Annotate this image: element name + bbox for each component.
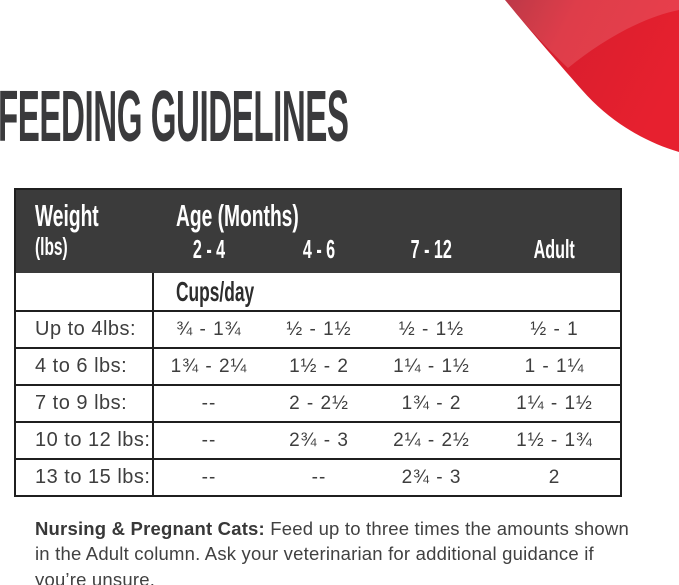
value-cell: -- — [201, 466, 217, 488]
weight-unit-label: (lbs) — [35, 233, 68, 262]
value-cell: -- — [311, 466, 327, 488]
age-column-header-adult: Adult — [533, 234, 576, 265]
table-row: 10 to 12 lbs: -- 2¾ - 3 2¼ - 2½ 1½ - 1¾ — [16, 421, 620, 458]
footnote-text: Feed up to three times the amounts shown… — [35, 518, 629, 585]
weight-cell: 13 to 15 lbs: — [16, 460, 154, 495]
value-cell: 2 - 2½ — [289, 392, 349, 414]
table-row: 13 to 15 lbs: -- -- 2¾ - 3 2 — [16, 458, 620, 495]
value-cell: 1¼ - 1½ — [516, 392, 593, 414]
feeding-table: Weight (lbs) Age (Months) 2 - 4 4 - 6 7 … — [14, 188, 622, 497]
footnote: Nursing & Pregnant Cats: Feed up to thre… — [35, 516, 647, 585]
value-cell: ½ - 1½ — [286, 318, 352, 340]
units-row: Cups/day — [16, 273, 620, 310]
value-cell: 2¾ - 3 — [401, 466, 462, 488]
age-column-header-2-4: 2 - 4 — [192, 234, 226, 265]
value-cell: 1¾ - 2¼ — [170, 355, 248, 377]
value-cell: 1 - 1¼ — [524, 355, 585, 377]
value-cell: 2¾ - 3 — [289, 429, 349, 451]
value-cell: 1¼ - 1½ — [393, 355, 470, 377]
weight-cell: 7 to 9 lbs: — [16, 386, 154, 421]
age-column-header-4-6: 4 - 6 — [302, 234, 336, 265]
table-row: 4 to 6 lbs: 1¾ - 2¼ 1½ - 2 1¼ - 1½ 1 - 1… — [16, 347, 620, 384]
page-title: FEEDING GUIDELINES — [0, 77, 349, 157]
value-cell: ¾ - 1¾ — [176, 318, 242, 340]
value-cell: ½ - 1½ — [398, 318, 465, 340]
weight-cell-empty — [16, 273, 154, 310]
table-row: 7 to 9 lbs: -- 2 - 2½ 1¾ - 2 1¼ - 1½ — [16, 384, 620, 421]
table-row: Up to 4lbs: ¾ - 1¾ ½ - 1½ ½ - 1½ ½ - 1 — [16, 310, 620, 347]
value-cell: -- — [201, 429, 217, 451]
weight-label: Weight — [35, 198, 99, 233]
age-column-header-7-12: 7 - 12 — [410, 234, 453, 265]
weight-column-header: Weight (lbs) — [16, 190, 154, 273]
value-cell: 2 — [548, 466, 561, 488]
age-subheader-row: 2 - 4 4 - 6 7 - 12 Adult — [154, 235, 620, 264]
age-months-label: Age (Months) — [176, 198, 299, 233]
value-cell: 1½ - 1¾ — [516, 429, 593, 451]
value-cell: 2¼ - 2½ — [393, 429, 470, 451]
value-cell: 1¾ - 2 — [401, 392, 462, 414]
weight-cell: Up to 4lbs: — [16, 312, 154, 347]
table-header: Weight (lbs) Age (Months) 2 - 4 4 - 6 7 … — [16, 190, 620, 273]
units-label: Cups/day — [176, 275, 255, 307]
weight-cell: 10 to 12 lbs: — [16, 423, 154, 458]
red-corner-decoration — [505, 0, 679, 152]
footnote-bold: Nursing & Pregnant Cats: — [35, 518, 265, 539]
age-column-group-header: Age (Months) 2 - 4 4 - 6 7 - 12 Adult — [154, 190, 620, 273]
value-cell: ½ - 1 — [530, 318, 579, 340]
value-cell: -- — [201, 392, 217, 414]
value-cell: 1½ - 2 — [289, 355, 349, 377]
weight-cell: 4 to 6 lbs: — [16, 349, 154, 384]
